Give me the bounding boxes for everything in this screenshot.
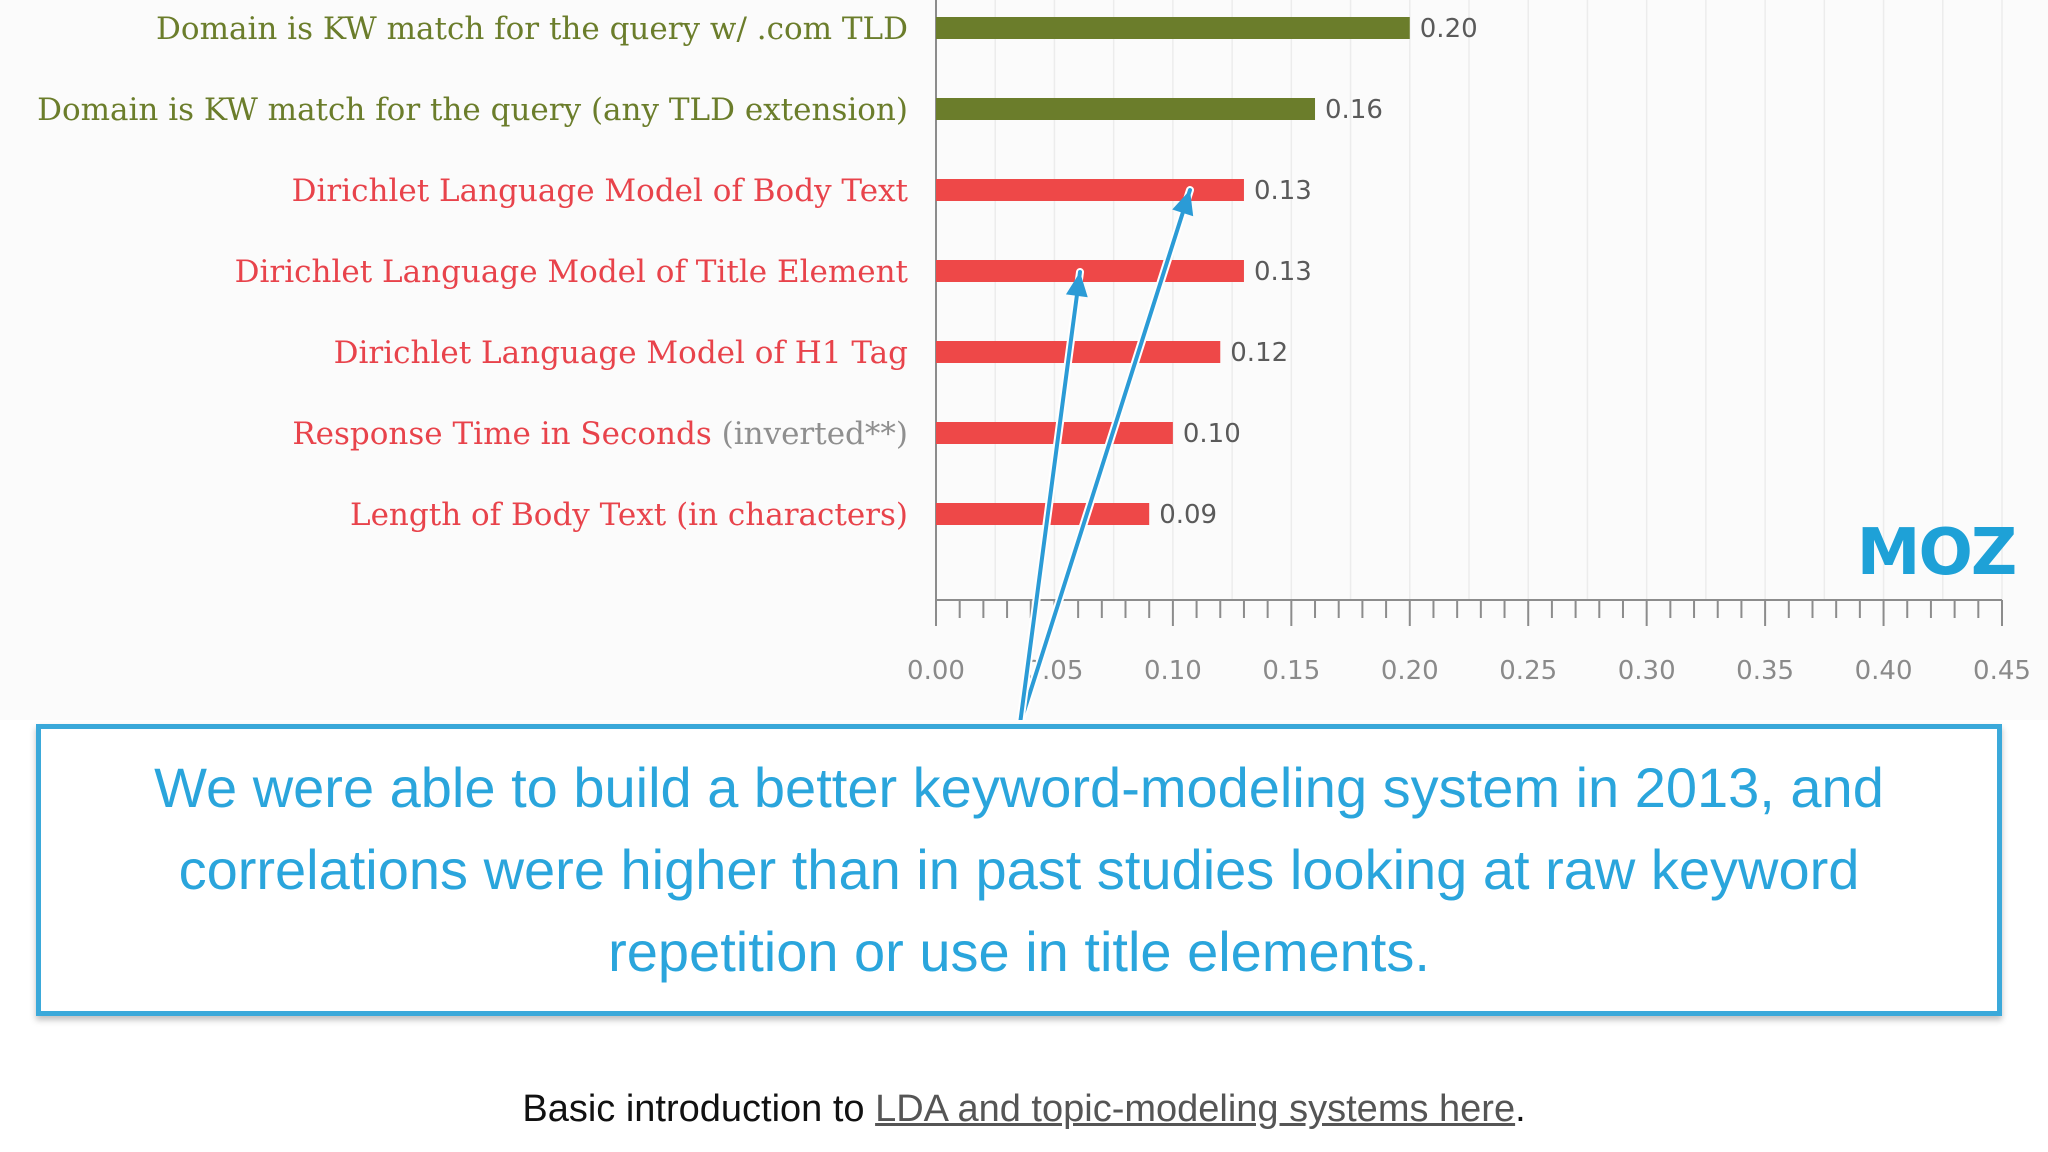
bar bbox=[936, 341, 1221, 363]
x-tick-label: 0.35 bbox=[1736, 656, 1794, 686]
footer-prefix: Basic introduction to bbox=[522, 1088, 876, 1130]
category-label-text: Domain is KW match for the query w/ .com… bbox=[156, 11, 908, 47]
data-label: 0.20 bbox=[1420, 14, 1478, 44]
category-label: Response Time in Seconds (inverted**) bbox=[292, 416, 908, 452]
bar bbox=[936, 260, 1244, 282]
moz-logo: MOZ bbox=[1838, 516, 2034, 590]
callout-box: We were able to build a better keyword-m… bbox=[36, 724, 2002, 1016]
category-label: Dirichlet Language Model of Body Text bbox=[292, 173, 909, 209]
x-tick-label: 0.20 bbox=[1381, 656, 1439, 686]
category-label: Dirichlet Language Model of H1 Tag bbox=[334, 335, 908, 371]
x-tick-label: 0.25 bbox=[1499, 656, 1557, 686]
bar-chart: 0.00 0.05 0.10 0.15 0.20 0.25 0.30 0.35 0.40 0.45… bbox=[37, 0, 2031, 720]
category-label: Domain is KW match for the query (any TL… bbox=[37, 92, 908, 128]
data-label: 0.13 bbox=[1254, 257, 1312, 287]
lda-link[interactable]: LDA and topic-modeling systems here bbox=[875, 1088, 1516, 1130]
annotation-arrow bbox=[1018, 270, 1082, 720]
data-label: 0.10 bbox=[1183, 419, 1241, 449]
data-label: 0.09 bbox=[1159, 500, 1217, 530]
footer-note: Basic introduction to LDA and topic-mode… bbox=[0, 1088, 2048, 1131]
moz-logo-text: MOZ bbox=[1857, 516, 2016, 580]
x-tick-label: 0.10 bbox=[1144, 656, 1202, 686]
category-label-text: Length of Body Text (in characters) bbox=[350, 497, 908, 533]
bar bbox=[936, 98, 1316, 120]
category-label-text: Dirichlet Language Model of Title Elemen… bbox=[235, 254, 909, 290]
arrow-head bbox=[1172, 190, 1194, 217]
category-label-text: Response Time in Seconds bbox=[292, 416, 711, 452]
category-label-text: Dirichlet Language Model of H1 Tag bbox=[334, 335, 908, 371]
x-tick-label: 0.40 bbox=[1855, 656, 1913, 686]
bar bbox=[936, 503, 1150, 525]
x-tick-label: 0.30 bbox=[1618, 656, 1676, 686]
data-label: 0.16 bbox=[1325, 95, 1383, 125]
bar bbox=[936, 17, 1410, 39]
category-label-text: Dirichlet Language Model of Body Text bbox=[292, 173, 909, 209]
category-label-suffix: (inverted**) bbox=[712, 416, 908, 452]
chart-area: 0.00 0.05 0.10 0.15 0.20 0.25 0.30 0.35 0.40 0.45… bbox=[37, 0, 2031, 720]
x-tick-label: 0.00 bbox=[907, 656, 965, 686]
category-label: Dirichlet Language Model of Title Elemen… bbox=[235, 254, 909, 290]
x-tick-label: 0.15 bbox=[1262, 656, 1320, 686]
bar bbox=[936, 179, 1244, 201]
category-label: Length of Body Text (in characters) bbox=[350, 497, 908, 533]
callout-text: We were able to build a better keyword-m… bbox=[154, 756, 1884, 983]
category-label: Domain is KW match for the query w/ .com… bbox=[156, 11, 908, 47]
data-label: 0.12 bbox=[1230, 338, 1288, 368]
category-label-text: Domain is KW match for the query (any TL… bbox=[37, 92, 908, 128]
data-label: 0.13 bbox=[1254, 176, 1312, 206]
footer-suffix: . bbox=[1515, 1088, 1526, 1130]
x-tick-label: 0.45 bbox=[1973, 656, 2031, 686]
annotation-arrow bbox=[1019, 188, 1192, 720]
arrow-head bbox=[1065, 272, 1088, 298]
